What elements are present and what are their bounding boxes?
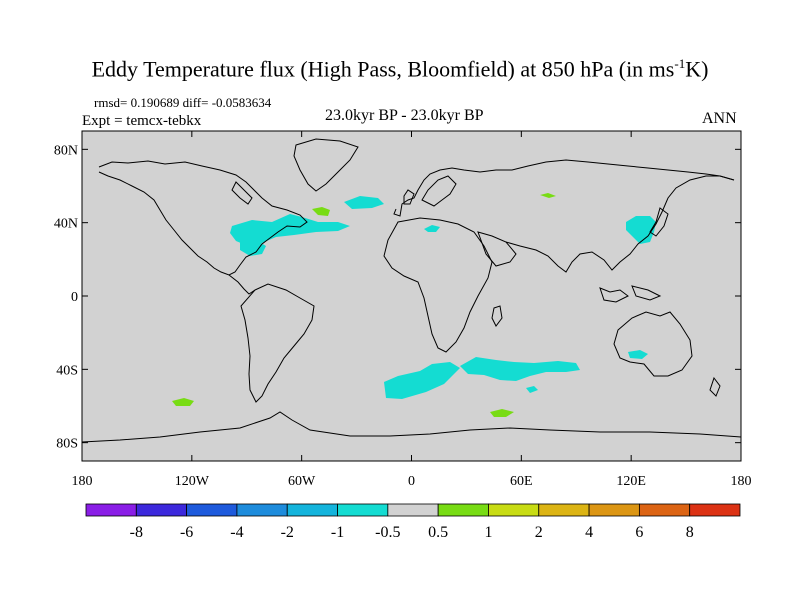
title-main: Eddy Temperature flux (High Pass, Bloomf… [91,56,675,82]
negative-anomaly-patch-east-us [240,240,266,256]
coastline-japan [649,207,669,237]
coastline-africa [383,217,493,353]
colorbar-bin [387,503,439,517]
colorbar-label: 1 [484,524,492,541]
lat-tick-label: 40S [56,363,78,378]
period-label: 23.0kyr BP - 23.0kyr BP [325,107,484,124]
coastline-hudson-bay [231,181,253,205]
lon-tick-label: 180 [731,474,752,489]
colorbar-label: 8 [686,524,694,541]
colorbar-label: -8 [130,524,143,541]
negative-anomaly-patch-small-south [526,386,538,393]
colorbar-bin [236,503,288,517]
axis-tick-labels: 80N 40N 0 40S 80S 180 120W 60W 0 60E 120E 180 [54,143,752,489]
season-label: ANN [702,110,737,127]
lat-tick-label: 80S [56,437,78,452]
lat-tick-label: 80N [54,143,78,158]
lon-tick-label: 60E [510,474,533,489]
positive-anomaly-patch-newfoundland [312,207,330,216]
colorbar-bin [186,503,238,517]
title-superscript: -1 [674,56,686,71]
axis-ticks [81,131,742,461]
lon-tick-label: 0 [408,474,415,489]
coastlines [82,138,741,443]
coastline-arabia [477,231,517,267]
positive-anomaly-patch-central-asia [540,193,556,198]
lon-tick-label: 120W [175,474,210,489]
colorbar: -8 -6 -4 -2 -1 -0.5 0.5 1 2 4 6 8 [85,503,741,541]
colorbar-bin [437,503,489,517]
experiment-label: Expt = temcx-tebkx [82,113,202,129]
rmsd-stats: rmsd= 0.190689 diff= -0.0583634 [94,95,272,110]
colorbar-label: -1 [331,524,344,541]
colorbar-bin [135,503,188,517]
colorbar-bin [638,503,691,517]
positive-anomaly-patch-south-pacific [172,398,194,406]
colorbar-bin [488,503,540,517]
colorbar-bin [85,503,137,517]
coastline-central-america [228,274,256,295]
coastline-britain [403,189,415,205]
coastline-scandinavia [421,175,457,207]
colorbar-label: 2 [535,524,543,541]
colorbar-bin [588,503,640,517]
colorbar-label: 4 [585,524,593,541]
colorbar-label: 0.5 [428,524,448,541]
negative-anomaly-patch-mid-atlantic [344,196,384,209]
lon-tick-label: 120E [616,474,646,489]
colorbar-label: -0.5 [375,524,400,541]
coastline-australia [613,311,693,377]
coastline-greenland [293,138,359,192]
colorbar-label: -6 [180,524,193,541]
coastline-new-zealand [709,376,721,397]
lat-tick-label: 0 [71,290,78,305]
title-unit-end: K) [685,56,709,82]
negative-anomaly-patch-east-asia [626,216,656,244]
lon-tick-label: 180 [72,474,93,489]
colorbar-bin [689,503,741,517]
coastline-indonesia [599,285,662,303]
coastline-antarctica [82,411,741,443]
negative-anomaly-patch-australia [628,350,648,359]
colorbar-bin [538,503,590,517]
map-title: Eddy Temperature flux (High Pass, Bloomf… [0,56,800,82]
colorbar-bin [337,503,389,517]
colorbar-bin [286,503,338,517]
negative-anomaly-patch-north-atlantic [230,214,350,246]
lat-tick-label: 40N [54,217,78,232]
anomaly-patches [172,193,656,417]
colorbar-label: 6 [635,524,643,541]
map-background [82,131,741,461]
negative-anomaly-patch-mediterranean [424,225,440,232]
coastline-madagascar [491,305,503,327]
coastline-europe [393,159,735,217]
coastline-south-america [240,283,315,403]
lon-tick-label: 60W [288,474,316,489]
negative-anomaly-patch-south-indian [460,357,580,381]
coastline-asia [505,175,735,273]
coastline-north-america [98,160,308,276]
negative-anomaly-patch-south-atlantic [384,362,460,399]
colorbar-label: -2 [281,524,294,541]
colorbar-label: -4 [230,524,243,541]
positive-anomaly-patch-southern-ocean [490,409,514,417]
